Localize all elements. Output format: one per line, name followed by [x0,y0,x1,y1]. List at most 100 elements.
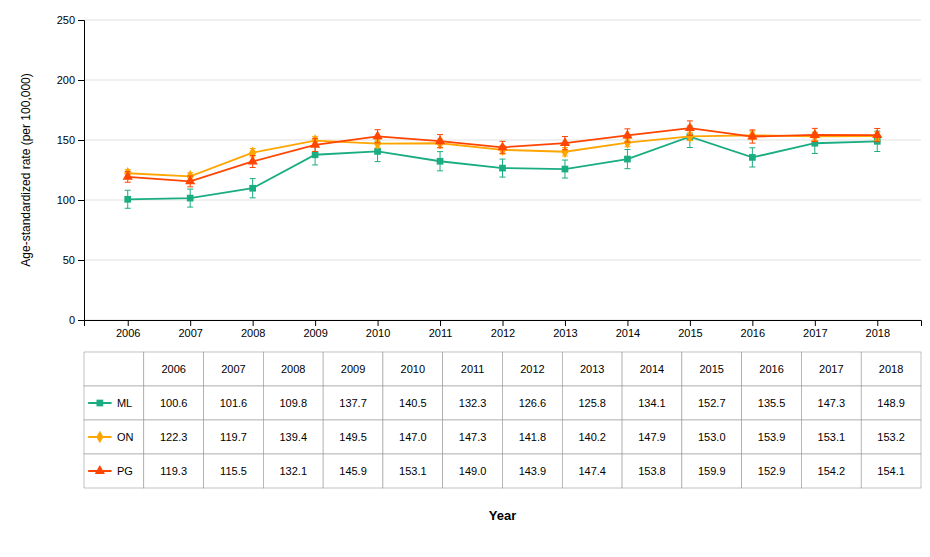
table-value: 154.2 [818,465,846,477]
error-bar [749,148,755,167]
series-line [128,128,878,181]
x-tick-label: 2015 [678,327,702,339]
y-tick-mark [78,20,84,21]
table-value: 145.9 [339,465,367,477]
point [249,185,256,192]
grid-line [84,260,921,261]
x-tick-mark [315,320,316,326]
point [624,156,631,163]
table-value: 132.1 [279,465,307,477]
table-cell [801,386,861,420]
table-cell [263,352,323,386]
table-value: 152.9 [758,465,786,477]
table-cell [84,352,144,386]
series-line [128,137,878,200]
table-header: 2010 [401,363,425,375]
point [124,196,131,203]
series-line [128,135,878,176]
table-cell [801,454,861,488]
x-axis-title: Year [489,508,516,523]
table-value: 147.3 [459,431,487,443]
series [123,121,883,187]
table-header: 2013 [580,363,604,375]
plot-area [123,121,883,208]
table-header: 2014 [640,363,664,375]
point [622,130,632,139]
table-cell [323,420,383,454]
table-cell [204,352,264,386]
point [499,165,506,172]
x-tick-label: 2014 [616,327,640,339]
x-tick: 2011 [429,320,453,339]
table-cell [801,420,861,454]
legend-symbol [95,465,105,474]
series [124,126,880,208]
y-axis: 050100150200250 [57,14,85,326]
series [124,129,881,183]
x-tick-label: 2018 [866,327,890,339]
table-value: 115.5 [220,465,247,477]
x-tick: 2008 [241,320,265,339]
table-value: 153.1 [818,431,846,443]
table-value: 109.8 [279,397,307,409]
x-tick: 2012 [491,320,515,339]
table-cell [263,420,323,454]
x-tick-mark [815,320,816,326]
point [372,130,382,139]
x-tick-label: 2017 [803,327,827,339]
x-tick-mark [190,320,191,326]
table-value: 159.9 [698,465,726,477]
x-tick-mark [440,320,441,326]
table-value: 139.4 [279,431,307,443]
x-tick: 2018 [866,320,890,339]
table-cell [622,386,682,420]
table-cell [861,352,921,386]
x-tick: 2015 [678,320,702,339]
y-tick-mark [78,320,84,321]
table-header: 2008 [281,363,305,375]
point [562,166,569,173]
error-bar [437,152,443,171]
x-tick-mark [253,320,254,326]
table-cell [204,420,264,454]
y-tick-label: 250 [57,14,75,26]
table-cell [263,454,323,488]
chart: 2006 2007 2008 2009 2010 2011 2012 2013 2014 2015… [0,0,930,557]
table-value: 154.1 [877,465,905,477]
x-tick-label: 2010 [366,327,390,339]
table-header: 2015 [700,363,724,375]
table-value: 134.1 [638,397,666,409]
y-tick-label: 200 [57,74,75,86]
x-tick-mark [752,320,753,326]
x-tick: 2010 [366,320,390,339]
table-value: 152.7 [698,397,726,409]
point [123,171,133,180]
x-tick-label: 2007 [178,327,202,339]
table-value: 148.9 [877,397,905,409]
point [749,154,756,161]
table-cell [84,386,144,420]
point [185,176,195,185]
table-cell [383,352,443,386]
x-tick-mark [877,320,878,326]
y-tick-label: 100 [57,194,75,206]
table-header: 2009 [341,363,365,375]
point [310,139,320,148]
table-cell [144,386,204,420]
table-cell [383,420,443,454]
x-tick: 2006 [116,320,140,339]
error-bar [500,159,506,177]
table-row-label: ML [117,397,132,409]
table-header: 2016 [759,363,783,375]
grid-line [84,20,921,21]
legend-symbol [96,431,103,443]
y-tick: 200 [57,74,84,86]
error-bar [250,179,256,198]
table-cell [682,454,742,488]
point [872,129,882,138]
point [437,158,444,165]
table-value: 122.3 [160,431,188,443]
x-tick-mark [627,320,628,326]
table-cell [562,420,622,454]
table-cell [622,454,682,488]
